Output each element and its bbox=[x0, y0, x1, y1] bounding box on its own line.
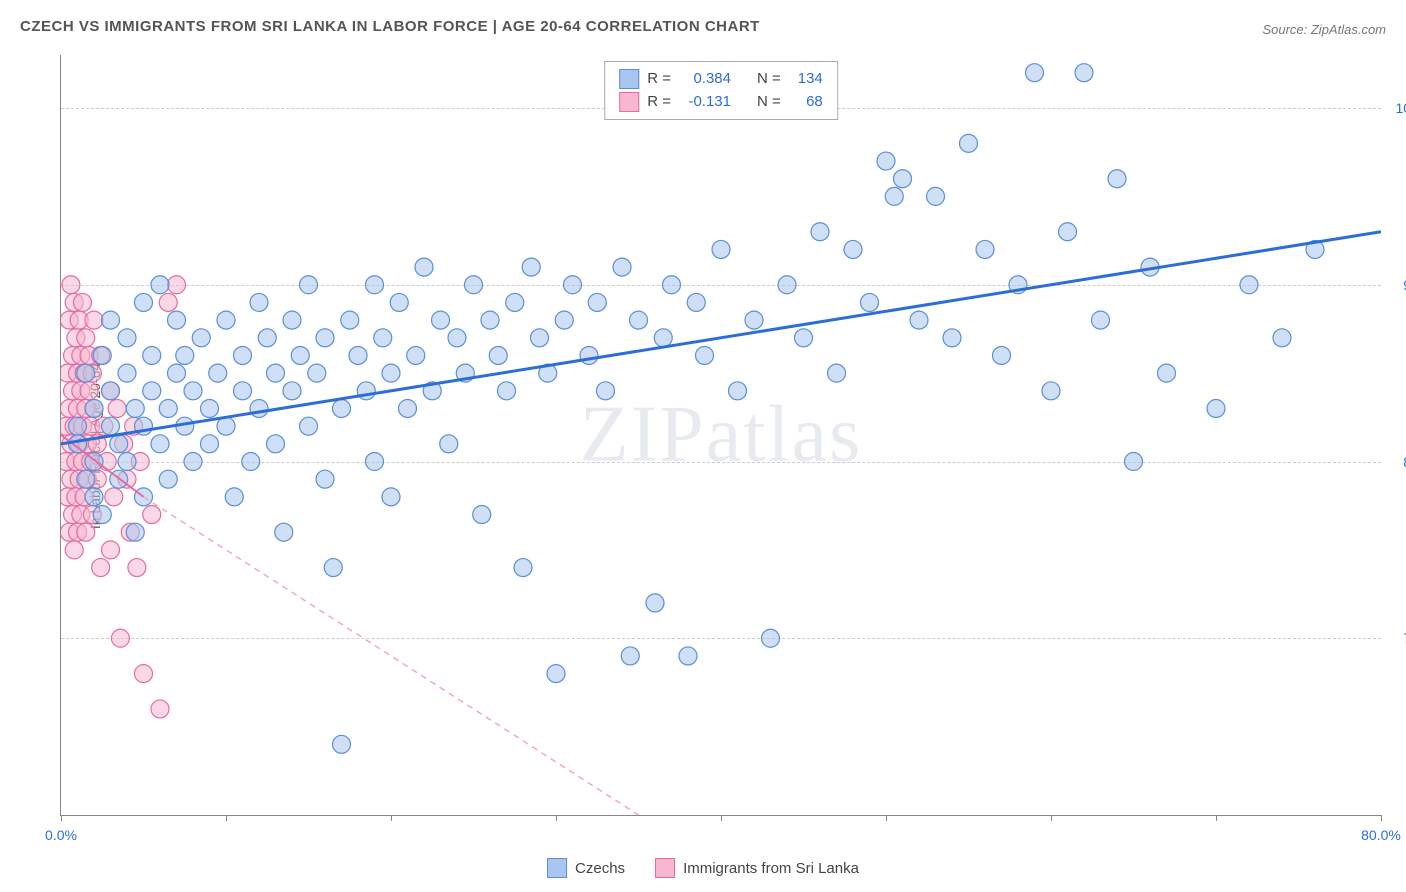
legend-swatch bbox=[619, 92, 639, 112]
n-value: 68 bbox=[789, 91, 823, 114]
r-label: R = bbox=[647, 91, 671, 114]
y-tick-label: 100.0% bbox=[1396, 100, 1406, 116]
x-tick bbox=[1051, 815, 1052, 821]
chart-title: CZECH VS IMMIGRANTS FROM SRI LANKA IN LA… bbox=[20, 18, 760, 35]
legend-item: Immigrants from Sri Lanka bbox=[655, 858, 859, 878]
x-tick-label: 0.0% bbox=[45, 827, 77, 843]
stats-row: R = 0.384 N = 134 bbox=[619, 68, 823, 91]
x-tick bbox=[61, 815, 62, 821]
n-label: N = bbox=[757, 91, 781, 114]
x-tick bbox=[226, 815, 227, 821]
r-value: 0.384 bbox=[679, 68, 731, 91]
legend-swatch bbox=[547, 858, 567, 878]
source-label: Source: ZipAtlas.com bbox=[1262, 22, 1386, 37]
x-tick bbox=[1381, 815, 1382, 821]
legend-label: Czechs bbox=[575, 860, 625, 877]
stats-legend: R = 0.384 N = 134 R = -0.131 N = 68 bbox=[604, 61, 838, 120]
bottom-legend: Czechs Immigrants from Sri Lanka bbox=[547, 858, 859, 878]
r-label: R = bbox=[647, 68, 671, 91]
x-tick bbox=[556, 815, 557, 821]
legend-swatch bbox=[619, 69, 639, 89]
scatter-plot bbox=[61, 55, 1381, 815]
chart-area: ZIPatlas R = 0.384 N = 134 R = -0.131 N … bbox=[60, 55, 1381, 816]
n-label: N = bbox=[757, 68, 781, 91]
legend-item: Czechs bbox=[547, 858, 625, 878]
legend-swatch bbox=[655, 858, 675, 878]
legend-label: Immigrants from Sri Lanka bbox=[683, 860, 859, 877]
stats-row: R = -0.131 N = 68 bbox=[619, 91, 823, 114]
n-value: 134 bbox=[789, 68, 823, 91]
x-tick bbox=[1216, 815, 1217, 821]
x-tick bbox=[391, 815, 392, 821]
x-tick bbox=[886, 815, 887, 821]
x-tick bbox=[721, 815, 722, 821]
r-value: -0.131 bbox=[679, 91, 731, 114]
x-tick-label: 80.0% bbox=[1361, 827, 1401, 843]
